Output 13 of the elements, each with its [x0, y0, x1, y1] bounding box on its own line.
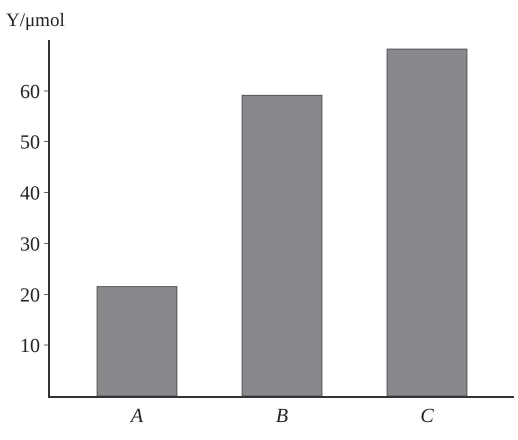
bar: [386, 48, 468, 396]
y-tick-label: 50: [20, 132, 40, 154]
x-tick-label: A: [128, 405, 144, 427]
x-tick-label: C: [420, 405, 434, 427]
y-tick-label: 30: [20, 233, 40, 256]
y-tick-label: 10: [20, 335, 40, 358]
bar: [96, 286, 178, 396]
bar: [242, 94, 322, 396]
y-tick-label: 60: [20, 80, 40, 103]
y-tick-label: 20: [20, 284, 40, 306]
x-tick-label: B: [276, 405, 288, 427]
y-tick-label: 40: [20, 182, 40, 205]
y-axis-title: Y/μmol: [6, 10, 65, 31]
